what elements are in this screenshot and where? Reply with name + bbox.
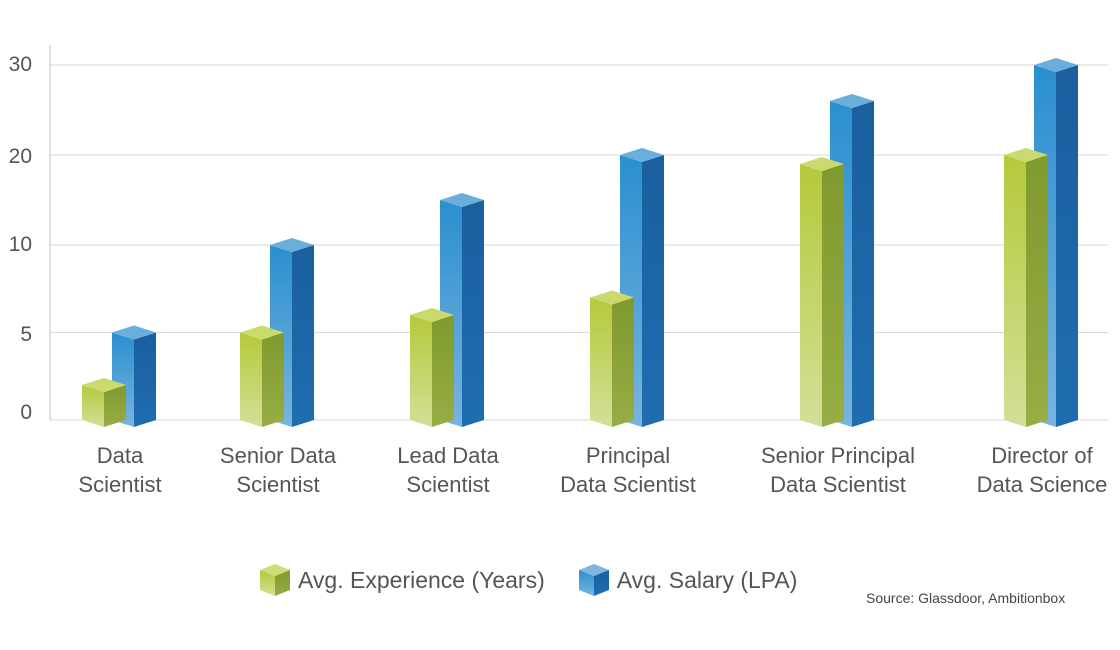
legend: Avg. Experience (Years) Avg. Salary (LPA… (258, 562, 829, 598)
x-tick-label-line: Senior Data (219, 443, 337, 468)
source-note: Source: Glassdoor, Ambitionbox (866, 590, 1066, 606)
x-tick-label-line: Scientist (406, 472, 490, 497)
bars (82, 58, 1078, 427)
y-axis: 0 5 10 20 30 (9, 45, 51, 424)
x-tick-label-line: Principal (585, 443, 671, 468)
x-tick-label: Principal Data Scientist (528, 441, 728, 499)
x-tick-label: Director of Data Science (942, 441, 1120, 499)
legend-item-salary: Avg. Salary (LPA) (577, 562, 798, 598)
y-tick-label: 20 (9, 145, 32, 168)
bar-experience (82, 378, 126, 427)
bar-experience (410, 308, 454, 427)
green-cube-icon (260, 564, 290, 596)
bar-experience (800, 157, 844, 427)
x-tick-label-line: Data (96, 443, 144, 468)
legend-label-salary: Avg. Salary (LPA) (616, 566, 798, 593)
x-tick-label-line: Scientist (78, 472, 162, 497)
x-tick-label: Lead Data Scientist (348, 441, 548, 499)
y-tick-label: 30 (9, 53, 32, 76)
x-tick-label-line: Data Scientist (770, 472, 906, 497)
x-tick-label-line: Scientist (236, 472, 320, 497)
gridlines (50, 64, 1108, 421)
bar-experience (240, 325, 284, 427)
legend-label-experience: Avg. Experience (Years) (298, 566, 545, 593)
bar-chart: 0 5 10 20 30 (9, 45, 1108, 427)
legend-item-experience: Avg. Experience (Years) (258, 562, 545, 598)
x-tick-label: Senior Data Scientist (178, 441, 378, 499)
bar-experience (590, 290, 634, 427)
x-tick-label-line: Senior Principal (760, 443, 916, 468)
x-tick-label: Data Scientist (20, 441, 220, 499)
x-tick-label-line: Lead Data (397, 443, 499, 468)
blue-cube-icon (578, 564, 609, 596)
x-tick-label: Senior Principal Data Scientist (738, 441, 938, 499)
x-tick-label-line: Director of (991, 443, 1093, 468)
y-tick-label: 0 (20, 401, 32, 424)
y-tick-label: 5 (20, 323, 32, 346)
x-tick-label-line: Data Scientist (560, 472, 696, 497)
bar-experience (1004, 148, 1048, 427)
y-tick-label: 10 (9, 233, 32, 256)
x-tick-label-line: Data Science (976, 472, 1108, 497)
